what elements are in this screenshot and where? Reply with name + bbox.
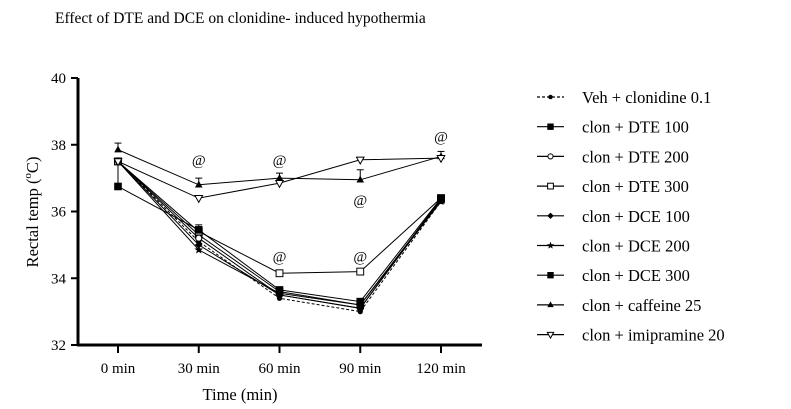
legend-label: clon + caffeine 25 [582, 296, 701, 315]
significance-annotation: @ [273, 153, 287, 169]
annotations: @ @ @ @ @ @ [192, 129, 448, 265]
significance-annotation: @ [192, 153, 206, 169]
x-tick-label: 60 min [258, 361, 301, 377]
data-point [114, 145, 122, 153]
y-tick-label: 38 [51, 138, 66, 154]
data-point [113, 158, 123, 167]
significance-annotation: @ [273, 250, 287, 266]
legend-marker [547, 301, 554, 308]
legend-item: clon + DCE 100 [537, 207, 690, 226]
legend-item: clon + DTE 100 [537, 118, 689, 137]
data-point [194, 180, 203, 188]
data-point [114, 182, 122, 191]
legend-item: clon + imipramine 20 [537, 326, 725, 345]
data-point [355, 156, 365, 165]
x-tick-label: 0 min [101, 361, 136, 377]
y-tick-label: 36 [51, 205, 67, 221]
legend-item: clon + caffeine 25 [537, 296, 701, 315]
significance-annotation: @ [434, 129, 448, 145]
data-point [356, 297, 365, 306]
series-group [113, 145, 446, 315]
data-point [275, 173, 284, 181]
legend-marker [546, 331, 555, 340]
legend-label: clon + DCE 100 [582, 207, 690, 226]
legend-item: clon + DTE 200 [537, 147, 689, 166]
data-point [274, 179, 285, 189]
legend-marker [547, 123, 554, 130]
y-axis-label-main: Rectal temp ( [23, 179, 42, 268]
legend-item: clon + DCE 300 [537, 266, 690, 285]
data-point [195, 234, 203, 242]
legend-marker [546, 241, 555, 249]
legend-item: Veh + clonidine 0.1 [537, 88, 711, 107]
y-axis-label-degree: o [22, 173, 34, 179]
legend-marker [547, 182, 554, 190]
data-point [194, 226, 203, 234]
x-tick-label: 120 min [416, 361, 466, 377]
x-axis-label: Time (min) [202, 385, 277, 404]
y-axis-label-unit: C) [23, 157, 42, 174]
legend-marker [547, 212, 554, 219]
y-axis-label: Rectal temp (oC) [22, 157, 42, 268]
legend-label: clon + DTE 300 [582, 177, 689, 196]
y-tick-label: 34 [51, 271, 67, 287]
legend-label: clon + DTE 100 [582, 118, 689, 137]
legend-item: clon + DCE 200 [537, 237, 690, 256]
axes [76, 78, 482, 347]
series-clon-imipramine-20 [113, 154, 446, 204]
x-ticks: 0 min 30 min 60 min 90 min 120 min [101, 345, 466, 377]
legend-marker [547, 272, 554, 279]
legend: Veh + clonidine 0.1 clon + DTE 100 clon + … [537, 88, 725, 345]
data-point [356, 304, 365, 313]
legend-label: clon + DCE 300 [582, 266, 690, 285]
legend-marker [547, 153, 554, 160]
legend-label: clon + imipramine 20 [582, 326, 725, 345]
x-tick-label: 90 min [339, 361, 382, 377]
chart-title: Effect of DTE and DCE on clonidine- indu… [55, 10, 426, 27]
y-tick-label: 40 [51, 71, 66, 87]
data-point [356, 175, 365, 183]
legend-marker [548, 94, 553, 100]
data-point [437, 194, 445, 202]
y-tick-label: 32 [51, 338, 66, 354]
significance-annotation: @ [353, 193, 367, 209]
data-point [275, 269, 284, 278]
data-point [194, 194, 204, 204]
legend-label: clon + DCE 200 [582, 237, 690, 256]
data-point [194, 245, 204, 254]
y-ticks: 32 34 36 38 40 [51, 71, 78, 354]
data-point [436, 154, 446, 164]
data-point [275, 286, 284, 294]
legend-label: Veh + clonidine 0.1 [582, 88, 711, 107]
legend-item: clon + DTE 300 [537, 177, 689, 196]
legend-label: clon + DTE 200 [582, 147, 689, 166]
series-clon-dce-300 [114, 182, 445, 306]
significance-annotation: @ [353, 250, 367, 266]
data-point [356, 267, 365, 276]
x-tick-label: 30 min [178, 361, 221, 377]
data-point [194, 241, 203, 249]
